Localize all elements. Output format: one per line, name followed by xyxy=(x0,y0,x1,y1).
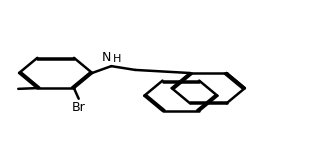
Text: N: N xyxy=(102,51,111,64)
Text: Br: Br xyxy=(72,101,86,114)
Text: H: H xyxy=(113,54,121,64)
